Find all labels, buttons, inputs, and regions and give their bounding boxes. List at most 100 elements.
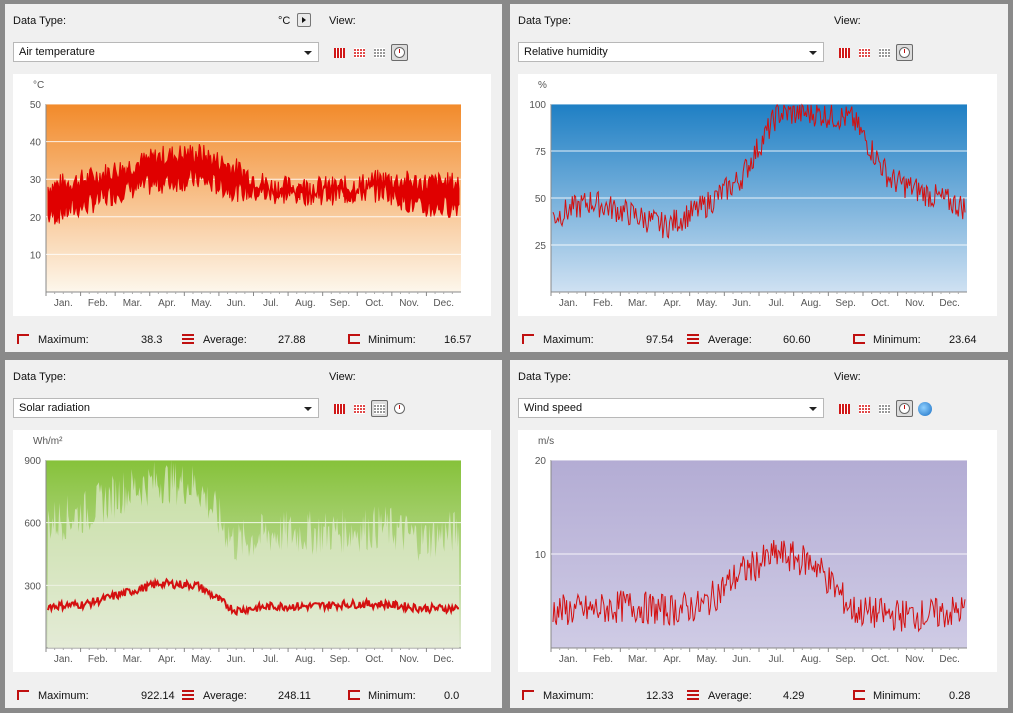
stat-label: Minimum:	[873, 334, 921, 346]
data-type-select[interactable]: Air temperature	[13, 42, 319, 62]
x-tick-label: Nov.	[905, 298, 925, 309]
y-tick-label: 50	[30, 100, 42, 111]
x-tick-label: Dec.	[939, 298, 960, 309]
day-grid-icon[interactable]	[876, 44, 893, 61]
chart-area: °C 10 20 30 40 50 Jan. Feb. Mar. Apr. May. Jun. Jul.…	[13, 74, 491, 316]
x-tick-label: Oct.	[871, 298, 889, 309]
x-tick-label: Mar.	[628, 654, 647, 665]
x-tick-label: Jul.	[769, 298, 785, 309]
x-tick-label: May.	[191, 298, 212, 309]
x-tick-label: Dec.	[433, 298, 454, 309]
month-grid-icon[interactable]	[836, 400, 853, 417]
x-tick-label: Aug.	[801, 298, 822, 309]
day-grid-icon[interactable]	[876, 400, 893, 417]
x-tick-label: Nov.	[905, 654, 925, 665]
x-tick-label: Jun.	[732, 298, 751, 309]
data-type-label: Data Type:	[13, 15, 66, 27]
clock-icon[interactable]	[896, 400, 913, 417]
data-type-label: Data Type:	[518, 371, 571, 383]
panel-wind: Data Type: View: Wind speed m/s 10 20 Jan. Feb.…	[510, 360, 1008, 708]
min-icon	[851, 689, 867, 701]
x-tick-label: Jan.	[559, 654, 578, 665]
data-type-value: Wind speed	[524, 402, 583, 414]
stat-label: Minimum:	[873, 690, 921, 702]
day-grid-icon[interactable]	[371, 44, 388, 61]
chevron-down-icon	[809, 407, 817, 411]
stat-value: 248.11	[278, 690, 311, 702]
stat-value: 27.88	[278, 334, 306, 346]
data-line	[552, 540, 966, 633]
data-type-label: Data Type:	[518, 15, 571, 27]
view-label: View:	[834, 371, 861, 383]
clock-icon[interactable]	[391, 400, 408, 417]
data-type-select[interactable]: Wind speed	[518, 398, 824, 418]
x-tick-label: May.	[191, 654, 212, 665]
y-tick-label: 100	[529, 100, 546, 111]
x-tick-label: Feb.	[593, 298, 613, 309]
x-tick-label: Dec.	[939, 654, 960, 665]
stat-value: 16.57	[444, 334, 472, 346]
panel-humidity: Data Type: View: Relative humidity% 25 50 75 1…	[510, 4, 1008, 352]
x-tick-label: Oct.	[365, 654, 383, 665]
stat-label: Average:	[708, 690, 752, 702]
x-tick-label: May.	[697, 298, 718, 309]
unit-toggle-button[interactable]	[297, 13, 311, 27]
y-tick-label: 20	[30, 213, 42, 224]
clock-icon[interactable]	[896, 44, 913, 61]
week-grid-icon[interactable]	[856, 400, 873, 417]
min-icon	[851, 333, 867, 345]
x-tick-label: Jan.	[54, 298, 73, 309]
data-type-value: Solar radiation	[19, 402, 90, 414]
week-grid-icon[interactable]	[351, 44, 368, 61]
chevron-down-icon	[809, 51, 817, 55]
view-label: View:	[834, 15, 861, 27]
day-grid-icon[interactable]	[371, 400, 388, 417]
x-tick-label: Mar.	[123, 298, 142, 309]
stat-label: Maximum:	[38, 690, 89, 702]
week-grid-icon[interactable]	[856, 44, 873, 61]
x-tick-label: Aug.	[801, 654, 822, 665]
max-icon	[520, 689, 536, 701]
x-tick-label: Apr.	[663, 654, 681, 665]
x-tick-label: Oct.	[871, 654, 889, 665]
x-tick-label: Jan.	[559, 298, 578, 309]
chart-svg: % 25 50 75 100 Jan. Feb. Mar. Apr. May. Jun. Jul. Au…	[529, 80, 967, 309]
data-type-select[interactable]: Relative humidity	[518, 42, 824, 62]
stat-value: 922.14	[141, 690, 175, 702]
clock-icon[interactable]	[391, 44, 408, 61]
month-grid-icon[interactable]	[331, 400, 348, 417]
compass-icon[interactable]	[916, 400, 933, 417]
stat-label: Maximum:	[38, 334, 89, 346]
stat-value: 60.60	[783, 334, 811, 346]
view-buttons	[836, 400, 933, 417]
x-tick-label: Feb.	[593, 654, 613, 665]
temperature-band	[47, 143, 460, 225]
x-tick-label: Jun.	[227, 654, 246, 665]
y-tick-label: 25	[535, 241, 547, 252]
y-tick-label: 600	[24, 519, 41, 530]
stat-label: Minimum:	[368, 690, 416, 702]
stat-value: 97.54	[646, 334, 674, 346]
x-tick-label: Mar.	[628, 298, 647, 309]
stat-value: 23.64	[949, 334, 977, 346]
week-grid-icon[interactable]	[351, 400, 368, 417]
view-buttons	[331, 400, 408, 417]
data-type-select[interactable]: Solar radiation	[13, 398, 319, 418]
month-grid-icon[interactable]	[836, 44, 853, 61]
stat-label: Maximum:	[543, 690, 594, 702]
stat-label: Average:	[708, 334, 752, 346]
panel-temp: Data Type: °C View: Air temperature °C 10 20 30…	[5, 4, 502, 352]
average-icon	[180, 333, 196, 345]
x-tick-label: Aug.	[295, 298, 316, 309]
y-axis-unit-label: %	[538, 80, 547, 91]
stat-value: 38.3	[141, 334, 163, 346]
average-icon	[685, 333, 701, 345]
stat-label: Average:	[203, 334, 247, 346]
stat-label: Average:	[203, 690, 247, 702]
x-tick-label: Sep.	[330, 298, 351, 309]
x-tick-label: Jul.	[263, 654, 279, 665]
x-tick-label: Sep.	[330, 654, 351, 665]
chart-area: % 25 50 75 100 Jan. Feb. Mar. Apr. May. Jun. Jul. Au…	[518, 74, 997, 316]
month-grid-icon[interactable]	[331, 44, 348, 61]
avg-radiation-line	[47, 577, 460, 617]
